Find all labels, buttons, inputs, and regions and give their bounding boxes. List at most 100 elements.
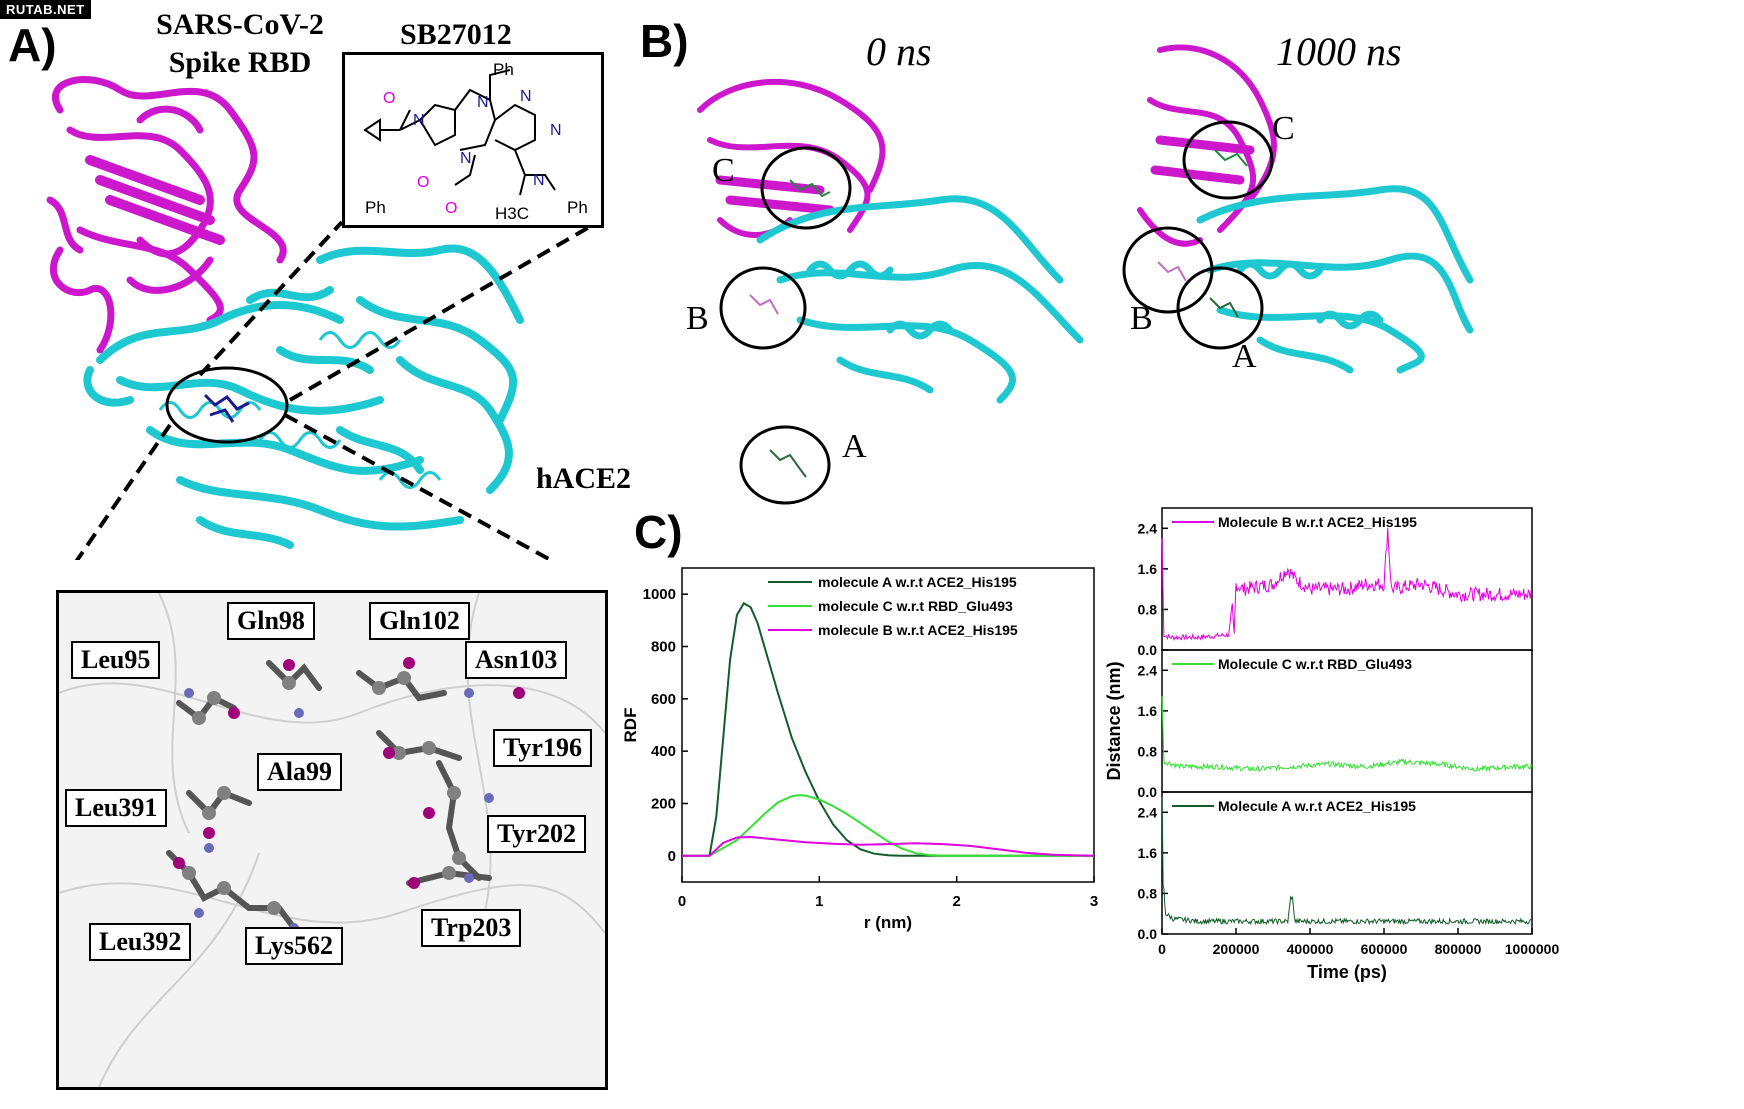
spike-title-line1: SARS-CoV-2 [156, 8, 324, 41]
distance-legend-label: Molecule B w.r.t ACE2_His195 [1218, 514, 1417, 530]
atom-ph-2: Ph [365, 198, 386, 217]
rdf-ylabel: RDF [621, 708, 640, 743]
site-a-0ns-label: A [842, 428, 867, 465]
rdf-ytick-label: 600 [651, 691, 676, 708]
panel-a-letter: A) [8, 19, 57, 71]
atom-n-3: N [520, 88, 532, 105]
rdf-legend-label: molecule C w.r.t RBD_Glu493 [818, 598, 1013, 614]
distance-ytick-label: 0.0 [1138, 642, 1158, 658]
site-b-0ns-ellipse [719, 266, 807, 350]
residue-label-trp203: Trp203 [421, 909, 522, 947]
rdf-ytick-label: 200 [651, 796, 676, 813]
rdf-plot-frame [681, 567, 1095, 883]
distance-panel-frame [1161, 791, 1533, 935]
distance-ytick-label: 2.4 [1138, 662, 1158, 678]
distance-legend-label: Molecule A w.r.t ACE2_His195 [1218, 798, 1416, 814]
distance-ytick-label: 0.0 [1138, 784, 1158, 800]
atom-o-2: O [417, 174, 429, 191]
distance-xtick-label: 0 [1158, 941, 1166, 957]
rdf-xtick-label: 2 [952, 893, 960, 910]
distance-series-line [1161, 527, 1533, 641]
panel-b-letter: B) [640, 15, 689, 67]
residue-label-gln98: Gln98 [227, 602, 315, 640]
atom-n-5: N [460, 150, 472, 167]
hace2-0ns-ribbon [756, 195, 1084, 404]
rdf-legend-label: molecule A w.r.t ACE2_His195 [818, 574, 1017, 590]
rdf-ytick-label: 0 [668, 848, 676, 865]
distance-ytick-label: 0.8 [1138, 601, 1158, 617]
residue-render [59, 593, 605, 1087]
site-c-1000ns-label: C [1272, 110, 1295, 147]
distance-ytick-label: 1.6 [1138, 845, 1158, 861]
spike-rbd-title: SARS-CoV-2 Spike RBD [150, 6, 330, 82]
distance-ytick-label: 2.4 [1138, 804, 1158, 820]
rdf-xtick-label: 1 [815, 893, 823, 910]
site-a-0ns-ellipse [739, 425, 831, 505]
panel-b-protein-render [697, 44, 1474, 505]
panel-a-protein-render [46, 76, 600, 560]
distance-ytick-label: 1.6 [1138, 561, 1158, 577]
atom-n-6: N [533, 172, 545, 189]
site-b-0ns-label: B [686, 300, 709, 337]
rdf-ytick-label: 1000 [643, 586, 676, 603]
distance-series-line [1161, 796, 1533, 926]
compound-structure-box: O N N N N N N O O Ph Ph Ph H3C [342, 52, 604, 228]
spike-1000ns-ribbon [1137, 44, 1277, 247]
distance-xtick-label: 800000 [1435, 941, 1482, 957]
atom-n-2: N [477, 94, 489, 111]
distance-series-line [1161, 696, 1533, 773]
distance-ylabel: Distance (nm) [1104, 661, 1124, 780]
site-b-1000ns-label: B [1130, 300, 1153, 337]
distance-xtick-label: 200000 [1213, 941, 1260, 957]
distance-ytick-label: 0.8 [1138, 885, 1158, 901]
distance-ytick-label: 0.8 [1138, 743, 1158, 759]
bound-ligand [203, 393, 250, 423]
watermark: RUTAB.NET [0, 0, 91, 19]
hace2-ribbon [83, 244, 524, 549]
atom-n-4: N [550, 122, 562, 139]
distance-xtick-label: 400000 [1287, 941, 1334, 957]
rdf-xtick-label: 0 [678, 893, 686, 910]
time-0ns-label: 0 ns [866, 29, 932, 74]
rdf-series-line [682, 794, 1094, 857]
distance-ytick-label: 2.4 [1138, 520, 1158, 536]
spike-rbd-ribbon [46, 76, 287, 354]
site-a-1000ns-label: A [1232, 338, 1257, 375]
site-c-1000ns-ellipse [1182, 120, 1274, 200]
rdf-chart: 0 1 2 3 0 200 400 600 800 1000 r (nm) RDF molecule A… [621, 567, 1098, 932]
compound-structure: O N N N N N N O O Ph Ph Ph H3C [363, 60, 588, 223]
residue-label-tyr196: Tyr196 [493, 729, 592, 767]
residue-label-leu391: Leu391 [65, 789, 168, 827]
distance-legend-label: Molecule C w.r.t RBD_Glu493 [1218, 656, 1412, 672]
distance-chart: 0.0 0.8 1.6 2.4 Molecule B w.r.t ACE2_His195… [1104, 507, 1559, 982]
rdf-series-line [682, 835, 1095, 857]
site-c-0ns-ellipse [760, 146, 852, 230]
time-1000ns-label: 1000 ns [1276, 29, 1402, 74]
residue-label-tyr202: Tyr202 [487, 815, 586, 853]
rdf-xtick-label: 3 [1090, 893, 1098, 910]
rdf-legend-label: molecule B w.r.t ACE2_His195 [818, 622, 1018, 638]
residue-label-leu95: Leu95 [71, 641, 161, 679]
site-c-0ns-label: C [712, 152, 735, 189]
distance-xtick-label: 600000 [1361, 941, 1408, 957]
residue-label-ala99: Ala99 [257, 753, 342, 791]
atom-ph-1: Ph [493, 60, 514, 79]
residue-label-gln102: Gln102 [369, 602, 470, 640]
hace2-1000ns-ribbon [1196, 185, 1474, 374]
distance-ytick-label: 1.6 [1138, 703, 1158, 719]
rdf-series-line [682, 601, 1094, 857]
hace2-label: hACE2 [536, 462, 632, 495]
zoom-lines [74, 220, 600, 560]
compound-name: SB27012 [400, 18, 512, 51]
panel-c-letter: C) [634, 506, 683, 558]
spike-0ns-ribbon [697, 78, 886, 238]
residue-zoom-box: Gln98 Gln102 Leu95 Asn103 Tyr196 Ala99 L… [56, 590, 608, 1090]
atom-n-1: N [413, 112, 425, 129]
distance-ytick-label: 0.0 [1138, 926, 1158, 942]
rdf-xlabel: r (nm) [864, 913, 912, 932]
atom-o-1: O [383, 90, 395, 107]
spike-title-line2: Spike RBD [168, 46, 312, 79]
binding-site-ellipse [165, 366, 289, 444]
residue-label-leu392: Leu392 [89, 923, 192, 961]
rdf-ytick-label: 800 [651, 639, 676, 656]
